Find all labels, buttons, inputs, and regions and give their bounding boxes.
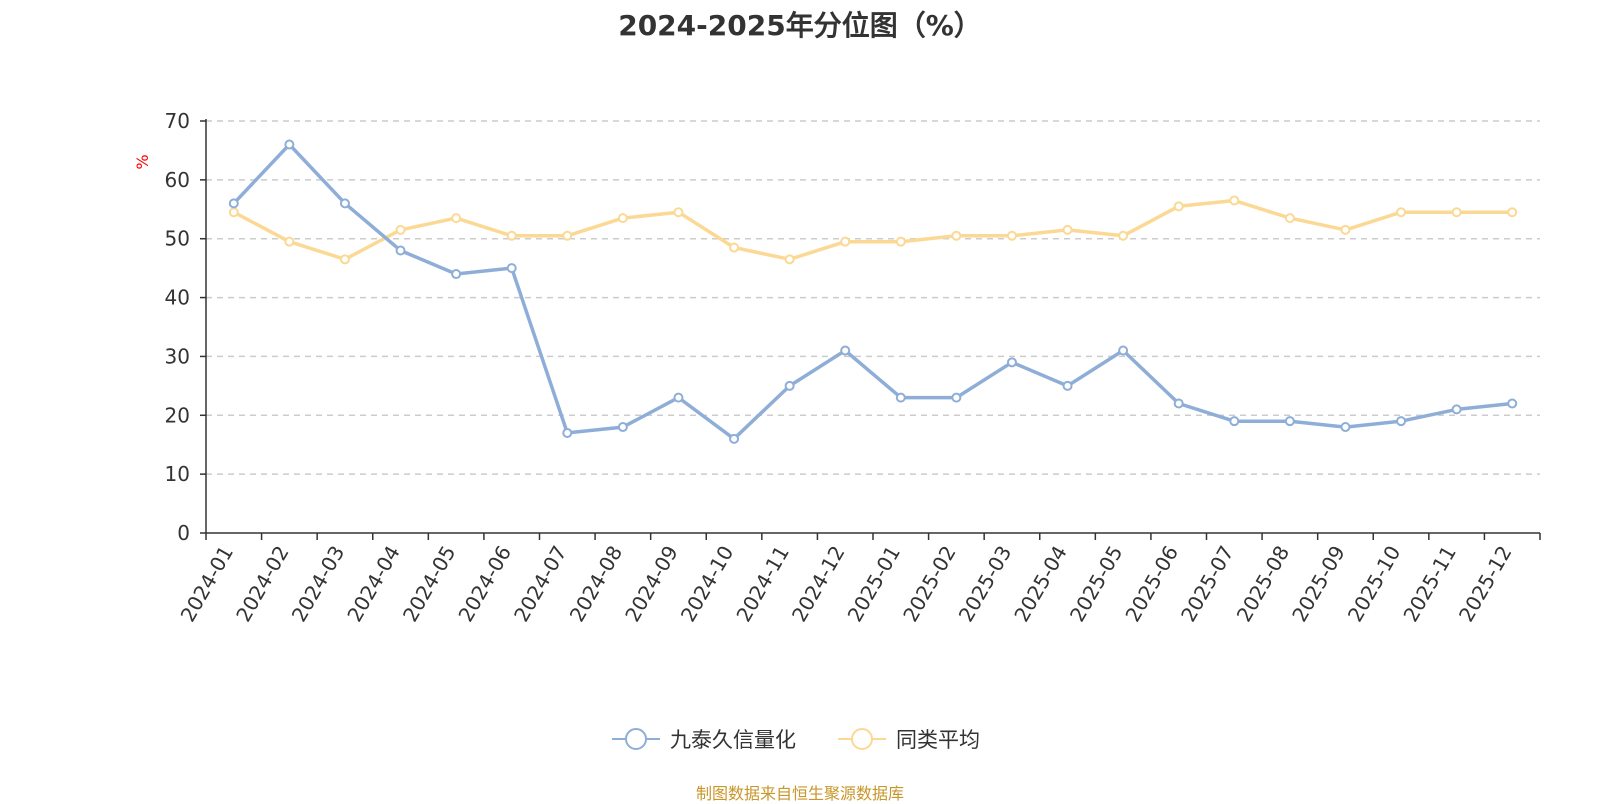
series-point [1229, 416, 1240, 427]
series-point [562, 427, 573, 438]
series-line [232, 198, 1513, 262]
series-point [228, 207, 239, 218]
chart-title: 2024-2025年分位图（%） [618, 9, 982, 42]
series-point [1229, 195, 1240, 206]
series-point [673, 392, 684, 403]
series-point [1118, 230, 1129, 241]
series-point [617, 422, 628, 433]
x-tick-label: 2025-08 [1232, 542, 1295, 626]
x-tick-label: 2025-12 [1454, 542, 1517, 626]
series-point [1173, 201, 1184, 212]
series-point [951, 392, 962, 403]
series-point [1284, 213, 1295, 224]
x-tick-label: 2024-02 [231, 542, 294, 626]
x-tick-label: 2025-06 [1120, 542, 1183, 626]
series-point [1507, 207, 1518, 218]
y-tick-label: 0 [177, 521, 190, 545]
series-point [1396, 207, 1407, 218]
x-tick-label: 2025-02 [898, 542, 961, 626]
series-point [1451, 404, 1462, 415]
y-tick-label: 40 [165, 286, 190, 310]
series-point [784, 254, 795, 265]
series-point [1006, 230, 1017, 241]
series-point [506, 263, 517, 274]
x-tick-label: 2025-09 [1287, 542, 1350, 626]
series-point [284, 139, 295, 150]
x-tick-label: 2025-03 [954, 541, 1017, 625]
series-point [729, 242, 740, 253]
series-point [1507, 398, 1518, 409]
x-tick-label: 2024-07 [509, 542, 572, 626]
x-tick-label: 2025-07 [1176, 542, 1239, 626]
y-tick-label: 10 [165, 462, 190, 486]
series-point [1451, 207, 1462, 218]
series-point [1284, 416, 1295, 427]
series-point [339, 198, 350, 209]
series-point [840, 236, 851, 247]
series-line [232, 142, 1513, 441]
legend-marker [625, 728, 647, 750]
x-tick-label: 2025-10 [1343, 542, 1406, 626]
x-tick-label: 2025-11 [1398, 542, 1461, 626]
series-point [1006, 357, 1017, 368]
series-point [395, 224, 406, 235]
y-tick-label: 60 [165, 168, 190, 192]
legend-label: 九泰久信量化 [670, 728, 796, 752]
y-tick-label: 50 [165, 227, 190, 251]
series-point [562, 230, 573, 241]
series-point [451, 213, 462, 224]
grid-layer [206, 120, 1540, 475]
series-point [395, 245, 406, 256]
series-point [228, 198, 239, 209]
x-tick-label: 2025-05 [1065, 542, 1128, 626]
series-point [784, 380, 795, 391]
series-point [729, 433, 740, 444]
x-tick-label: 2024-12 [787, 542, 850, 626]
legend-marker [851, 728, 873, 750]
series-point [895, 392, 906, 403]
x-tick-label: 2024-04 [342, 542, 405, 626]
x-tick-label: 2024-06 [453, 542, 516, 626]
series-point [1396, 416, 1407, 427]
x-tick-label: 2024-08 [565, 542, 628, 626]
axis-layer: 010203040506070%2024-012024-022024-03202… [133, 109, 1541, 626]
x-tick-label: 2024-09 [620, 542, 683, 626]
series-point [1340, 422, 1351, 433]
series-layer [228, 139, 1518, 444]
y-tick-label: 20 [165, 403, 190, 427]
series-point [951, 230, 962, 241]
series-point [1062, 224, 1073, 235]
series-point [617, 213, 628, 224]
series-point [451, 269, 462, 280]
series-point [284, 236, 295, 247]
series-point [506, 230, 517, 241]
series-point [1062, 380, 1073, 391]
x-tick-label: 2025-01 [843, 542, 906, 626]
x-tick-label: 2024-05 [398, 542, 461, 626]
x-tick-label: 2024-03 [287, 542, 350, 626]
legend-layer: 九泰久信量化 同类平均 [612, 728, 980, 752]
series-point [339, 254, 350, 265]
series-point [1173, 398, 1184, 409]
x-tick-label: 2024-10 [676, 542, 739, 626]
y-tick-label: 70 [165, 109, 190, 133]
series-point [1118, 345, 1129, 356]
chart-source: 制图数据来自恒生聚源数据库 [695, 784, 904, 803]
legend-label: 同类平均 [896, 728, 980, 752]
x-tick-label: 2024-01 [176, 542, 239, 626]
series-point [673, 207, 684, 218]
series-point [895, 236, 906, 247]
x-tick-label: 2025-04 [1009, 542, 1072, 626]
x-tick-label: 2024-11 [731, 542, 794, 626]
series-point [840, 345, 851, 356]
series-point [1340, 224, 1351, 235]
y-axis-title: % [133, 154, 152, 169]
y-tick-label: 30 [165, 344, 190, 368]
